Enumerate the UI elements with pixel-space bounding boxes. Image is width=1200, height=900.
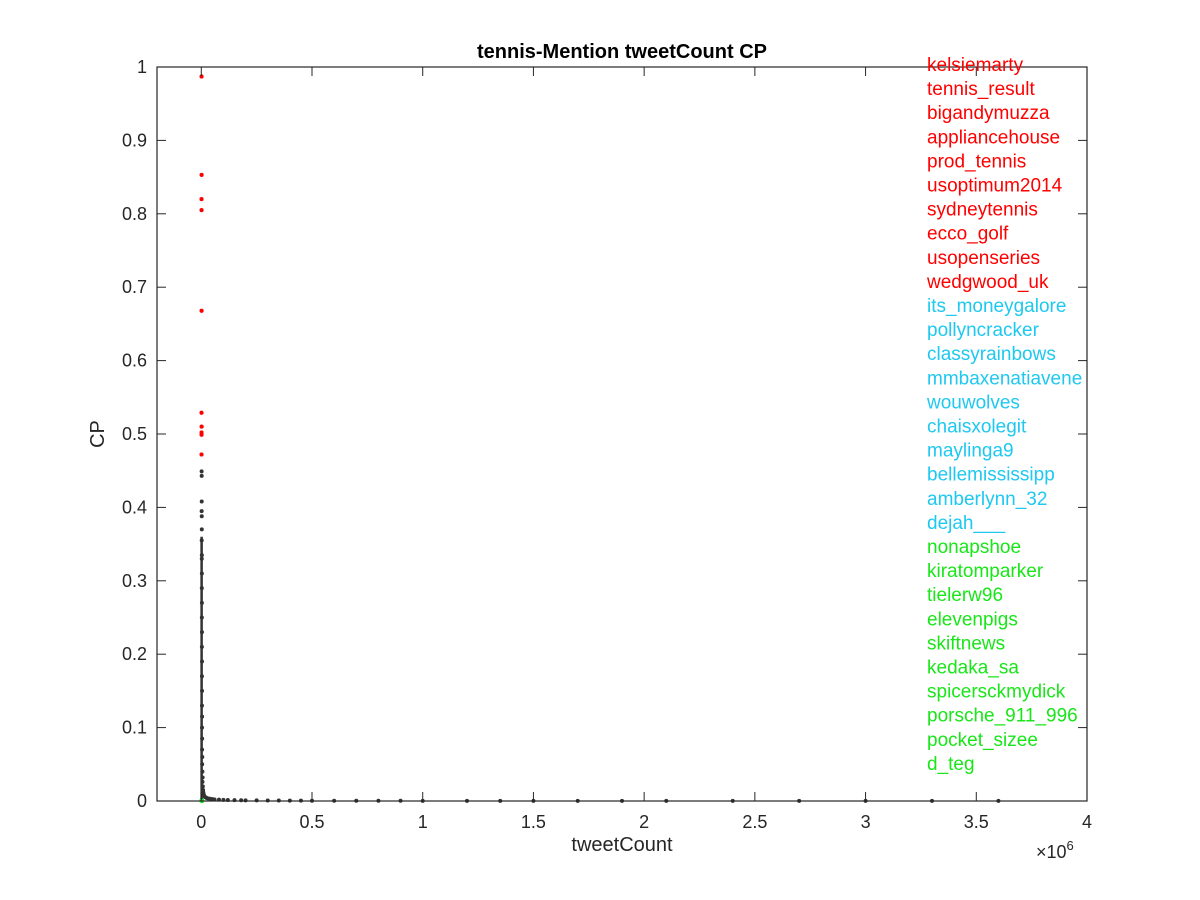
y-axis-label: CP <box>87 420 109 448</box>
data-point <box>199 208 204 213</box>
y-tick-label: 0.2 <box>122 644 147 664</box>
point-label: ecco_golf <box>927 224 1009 245</box>
chart-title: tennis-Mention tweetCount CP <box>477 41 767 63</box>
tick-labels: 0 0.5 1 1.5 2 2.5 3 3.5 4 0 0.1 0.2 0.3 0.4 0.5 0.6 0.7 0… <box>122 57 1092 832</box>
x-tick-label: 1 <box>418 812 428 832</box>
y-tick-label: 0.3 <box>122 571 147 591</box>
y-tick-label: 0.7 <box>122 277 147 297</box>
point-label: prod_tennis <box>927 151 1026 172</box>
point-label: d_teg <box>927 754 975 775</box>
data-point <box>199 197 204 202</box>
axes-box <box>156 66 1088 802</box>
point-label: pollyncracker <box>927 320 1040 341</box>
x-tick-label: 3 <box>861 812 871 832</box>
point-label: nonapshoe <box>927 537 1021 558</box>
x-axis-exponent-base: ×10 <box>1036 842 1067 862</box>
point-labels: kelsiemarty tennis_result bigandymuzza appl… <box>926 55 1082 775</box>
plot-area <box>157 67 1087 801</box>
data-point <box>243 798 248 803</box>
point-label: tielerw96 <box>927 585 1003 606</box>
point-label: chaisxolegit <box>927 417 1027 438</box>
point-label: usopenseries <box>927 248 1040 269</box>
data-point <box>199 74 204 79</box>
point-label: skiftnews <box>927 633 1005 654</box>
y-tick-label: 0 <box>137 791 147 811</box>
y-tick-label: 0.5 <box>122 424 147 444</box>
data-point <box>199 473 204 478</box>
point-label: tennis_result <box>927 79 1035 100</box>
point-label: pocket_sizee <box>927 730 1038 751</box>
x-axis-exponent: ×106 <box>1036 838 1074 862</box>
point-label: elevenpigs <box>927 609 1018 630</box>
x-tick-label: 3.5 <box>964 812 989 832</box>
data-point <box>199 424 204 429</box>
point-label: kelsiemarty <box>927 55 1024 76</box>
y-tick-label: 1 <box>137 57 147 77</box>
x-axis-exponent-power: 6 <box>1067 838 1074 853</box>
point-label: spicersckmydick <box>927 682 1066 703</box>
data-point <box>199 172 204 177</box>
data-point <box>199 514 204 519</box>
data-point <box>199 499 204 504</box>
data-point <box>199 432 204 437</box>
point-label: porsche_911_996 <box>927 706 1078 727</box>
point-label: kedaka_sa <box>927 658 1019 679</box>
data-point <box>199 452 204 457</box>
data-point <box>239 798 244 803</box>
point-label: classyrainbows <box>927 344 1056 365</box>
point-label: sydneytennis <box>927 200 1038 221</box>
point-label: wedgwood_uk <box>926 272 1049 293</box>
x-tick-label: 4 <box>1082 812 1092 832</box>
y-tick-label: 0.9 <box>122 130 147 150</box>
data-point <box>199 469 204 474</box>
point-label: appliancehouse <box>927 127 1060 148</box>
point-label: wouwolves <box>926 392 1020 413</box>
point-label: bellemississipp <box>927 465 1055 486</box>
y-tick-label: 0.1 <box>122 718 147 738</box>
x-tick-label: 2.5 <box>742 812 767 832</box>
data-point <box>199 410 204 415</box>
x-tick-label: 0.5 <box>299 812 324 832</box>
y-tick-label: 0.8 <box>122 204 147 224</box>
point-label: kiratomparker <box>927 561 1044 582</box>
point-label: dejah___ <box>927 513 1006 534</box>
point-label: amberlynn_32 <box>927 489 1047 510</box>
data-point <box>199 308 204 313</box>
x-tick-label: 1.5 <box>521 812 546 832</box>
data-point <box>199 527 204 532</box>
x-axis-label: tweetCount <box>571 834 673 856</box>
point-label: its_moneygalore <box>927 296 1066 317</box>
data-point <box>199 509 204 514</box>
x-tick-label: 2 <box>639 812 649 832</box>
point-label: bigandymuzza <box>927 103 1050 124</box>
point-label: mmbaxenatiavene <box>927 368 1082 389</box>
y-tick-label: 0.6 <box>122 351 147 371</box>
y-tick-label: 0.4 <box>122 497 147 517</box>
point-label: maylinga9 <box>927 441 1014 462</box>
point-label: usoptimum2014 <box>927 176 1063 197</box>
x-tick-label: 0 <box>196 812 206 832</box>
